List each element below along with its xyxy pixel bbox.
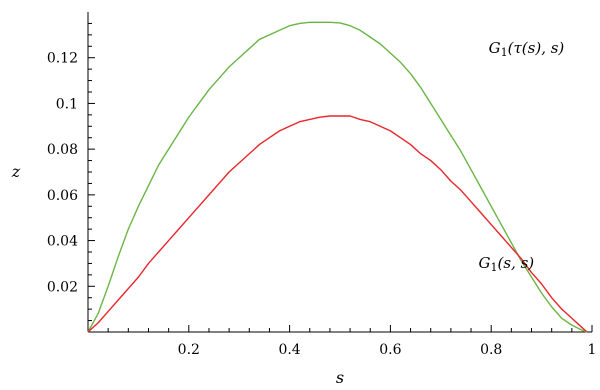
series-line-0 [87,21,588,333]
axes: 0.2 0.4 0.6 0.8 1 0.02 0.04 0.06 0.08 0.1 0.12 [47,12,597,358]
y-ticks: 0.02 0.04 0.06 0.08 0.1 0.12 [47,22,95,322]
series-line-1 [87,115,588,333]
x-tick-label: 1 [588,342,597,358]
x-tick-label: 0.6 [379,342,401,358]
series-layer [87,21,588,333]
annotation-layer: G1(τ(s), s) G1(s, s) [479,39,565,274]
x-tick-label: 0.8 [480,342,502,358]
x-axis-label: s [336,368,344,387]
x-ticks: 0.2 0.4 0.6 0.8 1 [107,325,597,358]
x-tick-label: 0.2 [178,342,200,358]
y-tick-label: 0.1 [56,96,78,112]
y-tick-label: 0.12 [47,51,78,67]
y-tick-label: 0.04 [47,234,78,250]
x-tick-label: 0.4 [278,342,300,358]
y-tick-label: 0.08 [47,142,78,158]
series-annotation-0: G1(τ(s), s) [489,39,565,59]
y-tick-label: 0.02 [47,279,78,295]
y-axis-label: z [11,162,21,181]
y-tick-label: 0.06 [47,188,78,204]
series-annotation-1: G1(s, s) [479,254,535,274]
